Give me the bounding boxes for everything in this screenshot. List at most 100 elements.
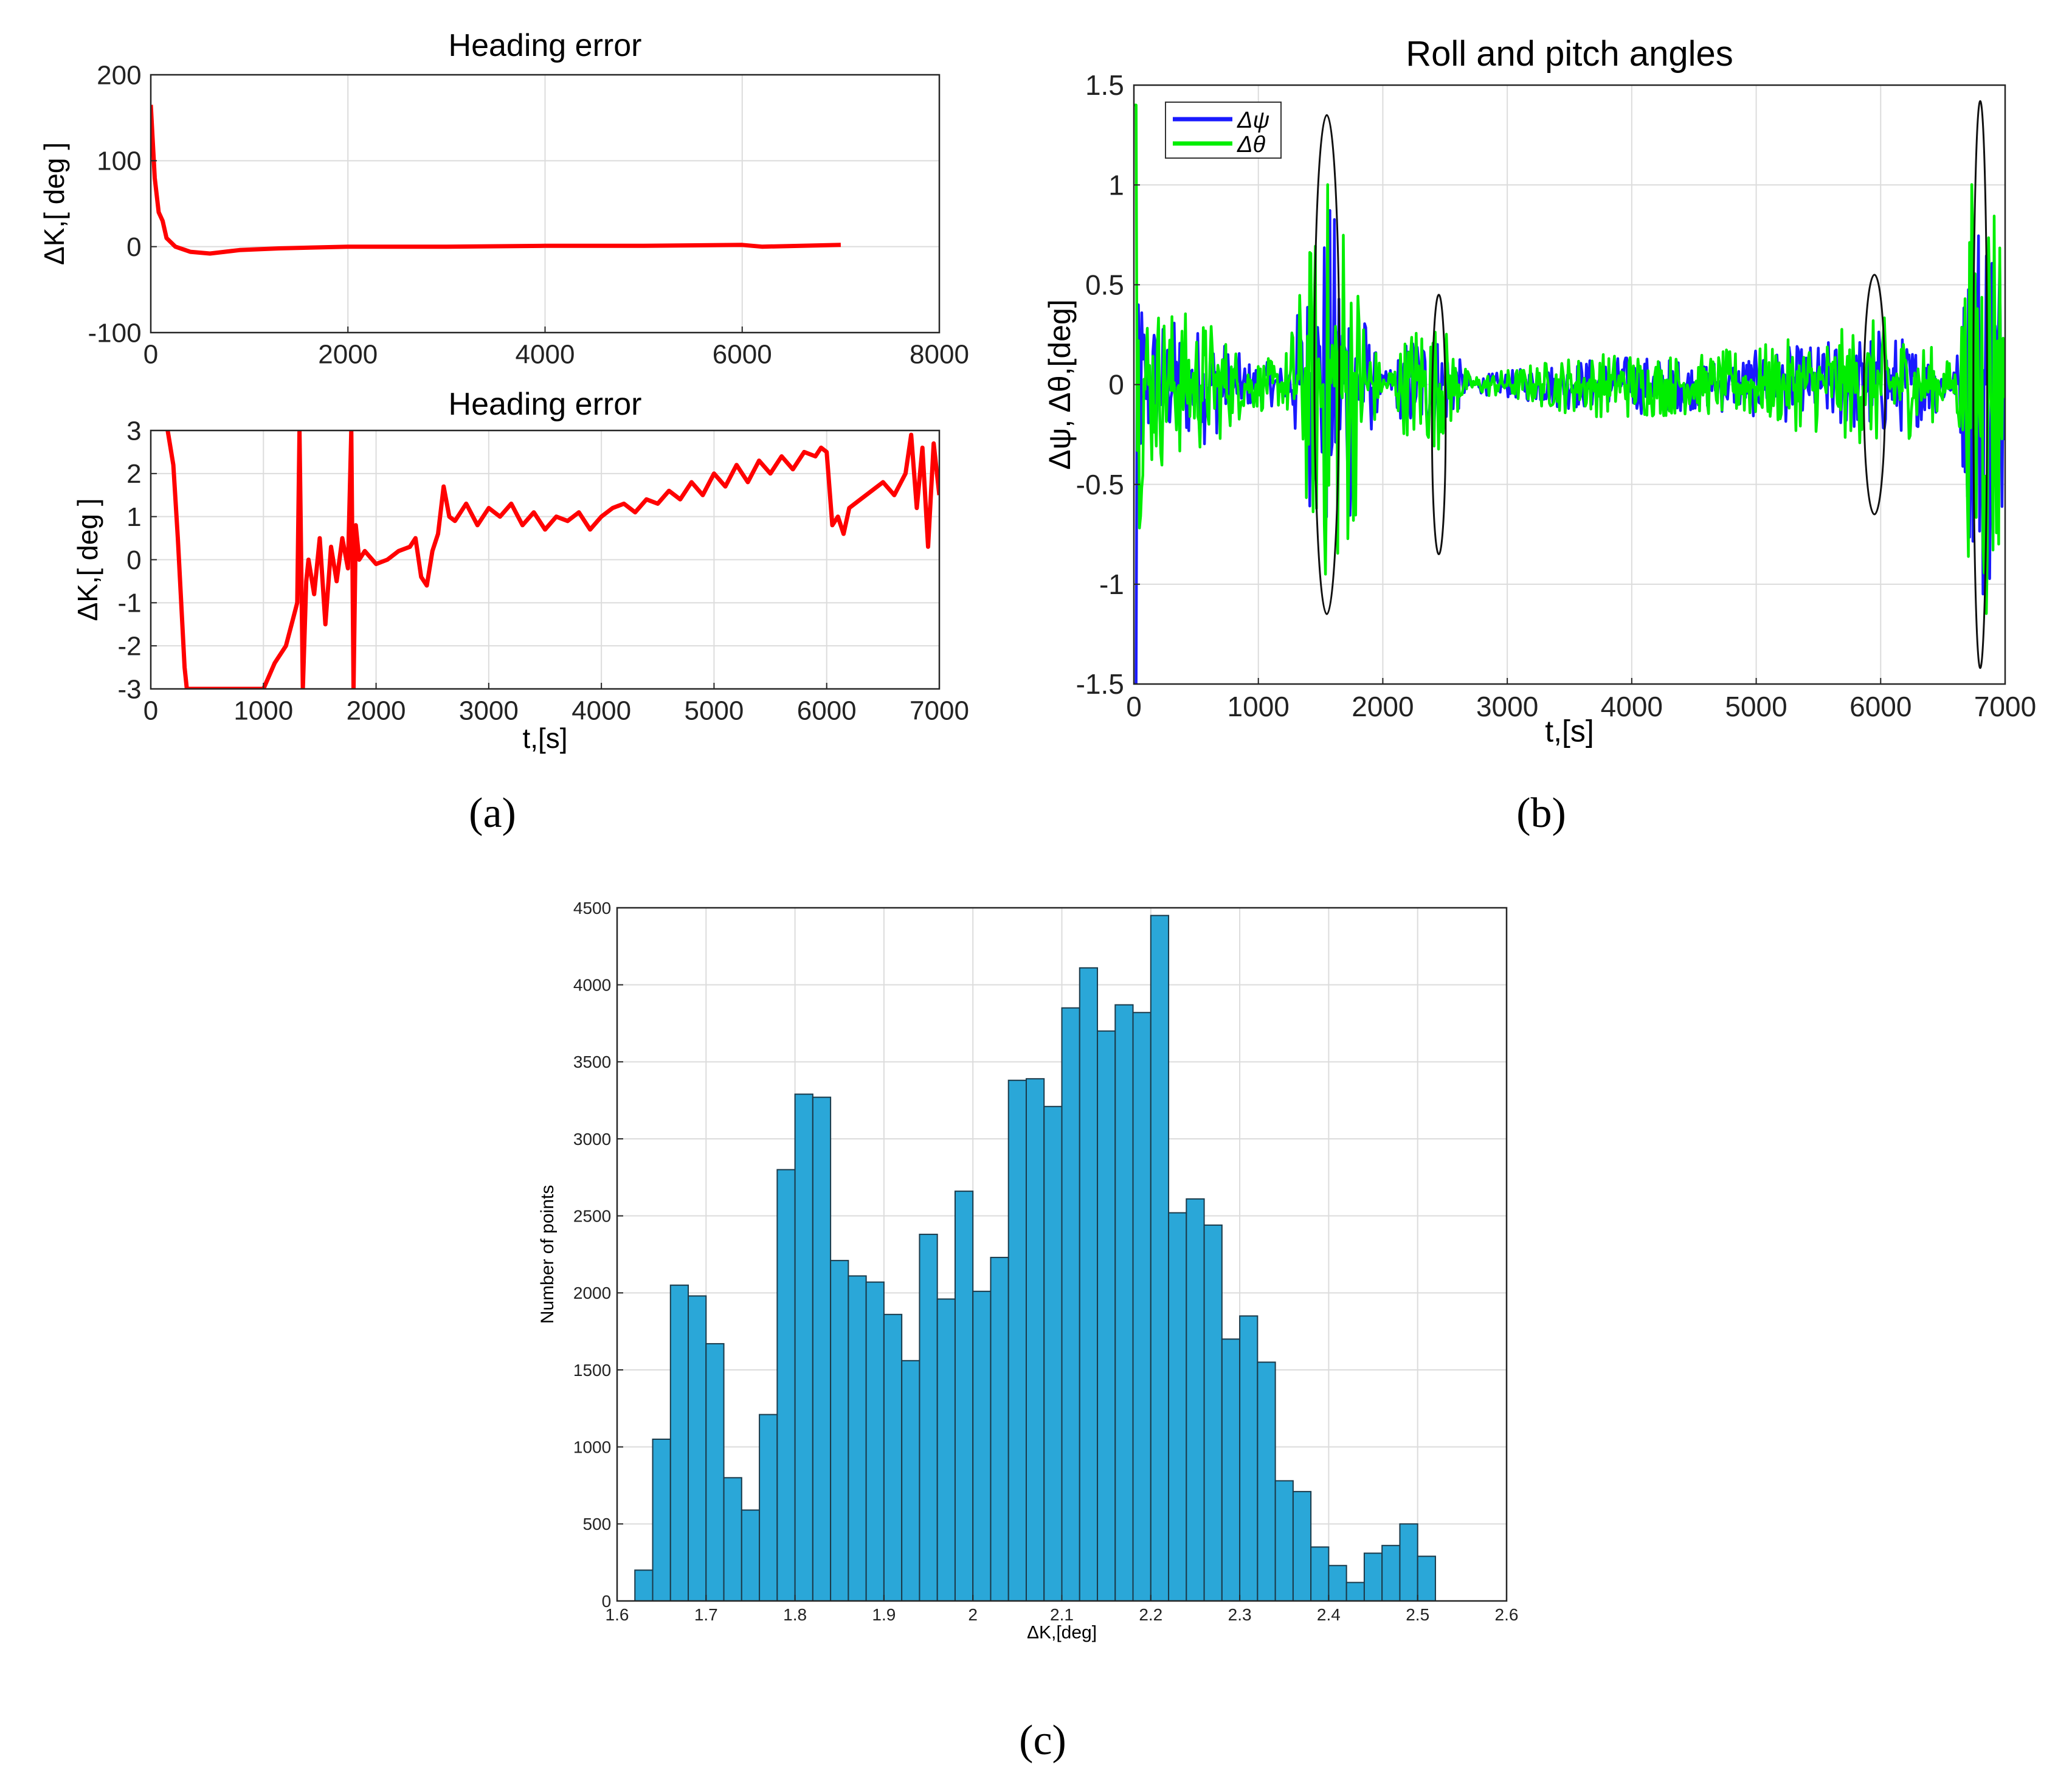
series-line-delta-k [165,430,939,689]
histogram-bar [830,1260,849,1602]
histogram-bar [1097,1030,1116,1602]
y-tick-label: 4000 [573,975,611,994]
series-line-delta-psi [1134,209,2005,684]
y-tick-label: 0.5 [1085,269,1124,300]
series-line-delta-theta [1134,103,2005,615]
histogram-bar [865,1281,885,1602]
histogram-bar [688,1295,707,1602]
chart-b: 0 1000 2000 3000 4000 5000 6000 7000 -1.5 -1 -0.5 0… [1043,34,2036,748]
x-tick-label: 3000 [459,696,519,726]
y-tick-label: 0 [126,232,141,262]
y-tick-label: 1000 [573,1437,611,1456]
histogram-bar [1168,1212,1187,1602]
histogram-bar [1239,1315,1259,1602]
x-tick-label: 4000 [572,696,631,726]
histogram-bar [990,1257,1009,1602]
x-tick-label: 3000 [1476,691,1538,722]
x-tick-label: 8000 [910,340,969,370]
x-tick-label: 2.2 [1139,1605,1162,1624]
annotation-ellipse [1863,274,1886,516]
y-tick-label: -2 [117,632,141,662]
x-tick-label: 0 [143,340,158,370]
histogram-bar [669,1284,689,1602]
caption-c: (c) [1019,1717,1066,1764]
y-tick-label: 1 [1108,169,1124,201]
x-tick-label: 1.8 [783,1605,807,1624]
chart-title: Heading error [449,387,642,422]
x-tick-label: 1.7 [694,1605,718,1624]
histogram-bar [705,1343,725,1602]
histogram-bar [883,1313,903,1602]
y-tick-label: 2500 [573,1206,611,1225]
histogram-bar [1274,1480,1294,1602]
chart-c: 1.6 1.7 1.8 1.9 2 2.1 2.2 2.3 2.4 2.5 2.6 0 500 1000 1… [537,899,1518,1643]
caption-b: (b) [1516,790,1566,837]
histogram-bar [723,1477,742,1602]
histogram-bar [1186,1198,1205,1602]
y-tick-label: 100 [97,147,141,176]
x-tick-label: 0 [1126,691,1142,722]
histogram-bar [812,1096,832,1602]
histogram-bar [1328,1564,1347,1602]
histogram-bar [1025,1078,1045,1602]
y-tick-label: 3 [126,416,141,446]
x-tick-label: 1.9 [872,1605,896,1624]
x-tick-label: 2000 [347,696,406,726]
legend-label: Δθ [1237,132,1265,157]
histogram-bar [776,1169,796,1602]
x-tick-label: 1.6 [606,1605,629,1624]
x-tick-label: 6000 [1849,691,1911,722]
x-tick-label: 4000 [1601,691,1663,722]
histogram-bar [1417,1555,1436,1602]
y-tick-label: 2 [126,459,141,489]
x-tick-label: 5000 [684,696,744,726]
y-tick-label: 200 [97,60,141,90]
x-tick-label: 2000 [1352,691,1414,722]
y-axis-label: Δψ, Δθ,[deg] [1043,299,1077,469]
histogram-bar [759,1414,778,1602]
y-tick-label: 1.5 [1085,69,1124,101]
x-axis-label: ΔK,[deg] [1027,1623,1097,1643]
legend-box [1165,102,1282,159]
histogram-bar [954,1191,974,1602]
y-tick-label: -1 [117,589,141,618]
histogram-bar [1007,1079,1027,1602]
y-tick-label: 2000 [573,1284,611,1302]
histogram-bar [1399,1523,1418,1602]
histogram-bar [936,1298,956,1602]
x-tick-label: 2.3 [1228,1605,1252,1624]
x-tick-label: 2.6 [1495,1605,1519,1624]
y-tick-label: 0 [602,1592,612,1611]
x-tick-label: 4000 [516,340,575,370]
series-line-delta-k [151,105,841,256]
x-tick-label: 2.1 [1050,1605,1074,1624]
x-tick-label: 5000 [1725,691,1787,722]
histogram-bar [1257,1361,1276,1602]
annotation-ellipse [1431,294,1447,556]
histogram-bar [1150,914,1170,1602]
histogram-bar [1061,1007,1080,1602]
y-tick-label: 0 [1108,369,1124,401]
histogram-bar [901,1360,920,1602]
histogram-bar [1345,1581,1365,1602]
x-axis-label: t,[s] [1545,714,1594,748]
x-axis-label: t,[s] [522,722,567,754]
histogram-bar [972,1290,992,1602]
x-tick-label: 2.5 [1406,1605,1429,1624]
chart-title: Heading error [449,28,642,63]
annotation-ellipse [1313,114,1341,615]
y-tick-label: 4500 [573,899,611,918]
histogram-bar [1203,1224,1223,1602]
histogram-bar [1310,1546,1330,1602]
x-tick-label: 6000 [713,340,772,370]
x-tick-label: 6000 [797,696,857,726]
histogram-bar [1381,1544,1401,1602]
y-tick-label: 1500 [573,1361,611,1380]
y-tick-label: -0.5 [1076,469,1124,500]
x-tick-label: 7000 [1974,691,2036,722]
histogram-bar [919,1234,938,1602]
x-tick-label: 7000 [910,696,969,726]
x-tick-label: 1000 [1228,691,1290,722]
y-tick-label: 3500 [573,1052,611,1071]
